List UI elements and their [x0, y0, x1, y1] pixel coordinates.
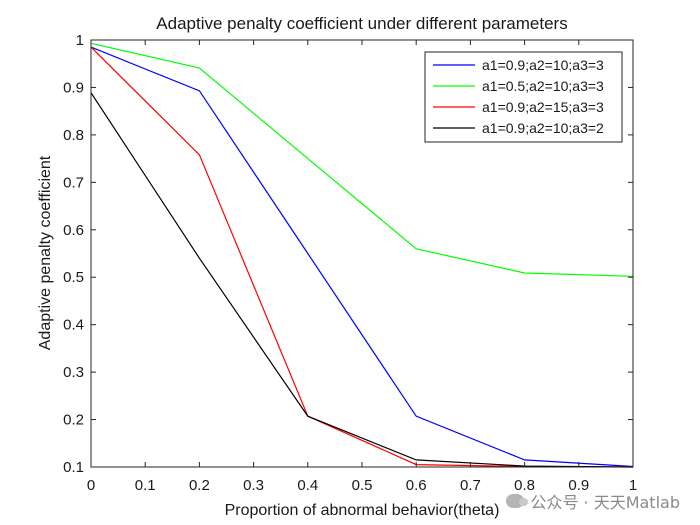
wechat-icon — [506, 494, 529, 508]
legend-label-3: a1=0.9;a2=15;a3=3 — [482, 99, 604, 115]
x-tick-label: 0.3 — [243, 477, 264, 494]
x-tick-label: 0.4 — [297, 477, 318, 494]
legend-label-4: a1=0.9;a2=10;a3=2 — [482, 120, 604, 136]
x-axis-title: Proportion of abnormal behavior(theta) — [225, 502, 500, 519]
legend-label-2: a1=0.5;a2=10;a3=3 — [482, 78, 604, 94]
x-tick-label: 0.6 — [406, 477, 427, 494]
x-tick-label: 0.5 — [352, 477, 373, 494]
y-axis-title: Adaptive penalty coefficient — [37, 155, 54, 350]
x-tick-label: 1 — [629, 477, 637, 494]
y-tick-label: 0.6 — [63, 222, 84, 239]
x-tick-label: 0.2 — [189, 477, 210, 494]
legend-box — [424, 51, 623, 143]
x-tick-label: 0.9 — [568, 477, 589, 494]
series-line-2 — [90, 42, 634, 277]
x-tick-label: 0.7 — [460, 477, 481, 494]
y-tick-label: 0.2 — [63, 412, 84, 429]
legend-label-1: a1=0.9;a2=10;a3=3 — [482, 57, 604, 73]
x-tick-label: 0.1 — [135, 477, 156, 494]
series-line-4 — [90, 92, 634, 468]
y-tick-label: 0.9 — [63, 79, 84, 96]
chart-title: Adaptive penalty coefficient under diffe… — [156, 14, 567, 33]
watermark: 公众号 · 天天Matlab — [506, 489, 680, 513]
x-tick-label: 0.8 — [514, 477, 535, 494]
y-tick-label: 0.8 — [63, 127, 84, 144]
watermark-text: 公众号 · 天天Matlab — [530, 493, 680, 512]
y-tick-label: 1 — [76, 32, 84, 49]
y-tick-label: 0.1 — [63, 459, 84, 476]
x-tick-label: 0 — [87, 477, 95, 494]
y-tick-label: 0.3 — [63, 364, 84, 381]
y-tick-label: 0.7 — [63, 174, 84, 191]
y-tick-label: 0.5 — [63, 269, 84, 286]
series-line-1 — [90, 46, 634, 468]
y-tick-label: 0.4 — [63, 317, 84, 334]
